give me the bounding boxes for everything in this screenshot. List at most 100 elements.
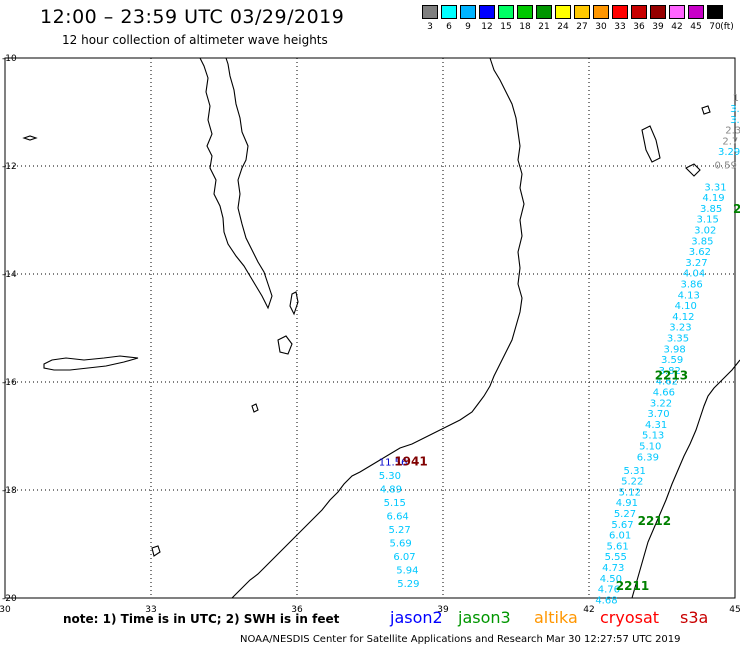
wave-height-value: 6.39 — [637, 452, 659, 463]
longitude-tick-label: 33 — [145, 605, 156, 615]
madagascar-coastline — [631, 359, 740, 599]
wave-height-value: 11.56 — [379, 458, 408, 469]
wave-height-value: 5.12 — [619, 487, 641, 498]
legend-label: 9 — [465, 22, 471, 32]
wave-height-value: 5.31 — [624, 466, 646, 477]
wave-height-value: 5.15 — [384, 498, 406, 509]
wave-height-value: 6.01 — [609, 531, 631, 542]
legend-swatch — [460, 5, 476, 19]
wave-height-value: 3. — [730, 115, 740, 126]
legend-swatch — [441, 5, 457, 19]
legend-label: 45 — [690, 22, 702, 32]
wave-height-value: 3.59 — [661, 355, 683, 366]
wave-height-value: 3.02 — [694, 226, 716, 237]
wave-height-value: 5.94 — [396, 566, 418, 577]
note-text: note: 1) Time is in UTC; 2) SWH is in fe… — [63, 612, 340, 626]
wave-height-value: 3.98 — [663, 344, 685, 355]
small-lake-5 — [22, 135, 38, 141]
wave-height-value: 4.13 — [678, 290, 700, 301]
wave-height-value: 3.85 — [691, 236, 713, 247]
legend-label: 6 — [446, 22, 452, 32]
wave-height-value: 5.29 — [397, 579, 419, 590]
wave-height-value: 5.10 — [639, 442, 661, 453]
pass-time-label: 2211 — [616, 579, 649, 593]
pass-time-label: 2213 — [655, 368, 688, 382]
page-subtitle: 12 hour collection of altimeter wave hei… — [62, 33, 328, 47]
wave-height-value: 4.76 — [598, 585, 620, 596]
longitude-tick-label: 45 — [729, 605, 740, 615]
legend-swatch — [707, 5, 723, 19]
comoros-island — [641, 125, 661, 163]
latitude-tick-label: -10 — [2, 54, 17, 64]
wave-height-value: 3.82 — [659, 366, 681, 377]
wave-height-value: 5.67 — [611, 520, 633, 531]
wave-values: 11.56 5.30 4.89 5.15 6.64 5.27 5.69 6.07 5.94 5.2… — [379, 93, 740, 606]
pass-time-label: 2212 — [638, 514, 671, 528]
wave-height-value: 3.15 — [697, 215, 719, 226]
footer-credit: NOAA/NESDIS Center for Satellite Applica… — [240, 634, 681, 645]
wave-height-value: 4.12 — [672, 312, 694, 323]
wave-height-value: 3.31 — [704, 182, 726, 193]
legend-label: 3 — [427, 22, 433, 32]
wave-height-value: 3.86 — [680, 280, 702, 291]
wave-height-value: 1 — [733, 93, 739, 104]
satellite-key-cryosat: cryosat — [600, 608, 660, 627]
longitude-tick-label: 39 — [437, 605, 449, 615]
legend-label: 42 — [671, 22, 683, 32]
wave-height-value: 3.70 — [647, 409, 669, 420]
wave-height-value: 2.3 — [725, 126, 740, 137]
legend-swatch — [631, 5, 647, 19]
map-frame — [4, 57, 736, 599]
wave-height-value: 4.04 — [683, 269, 705, 280]
small-lake-2 — [289, 291, 299, 316]
edge-pass-label: 2 — [733, 202, 740, 216]
wave-height-value: 3.22 — [650, 398, 672, 409]
lake-shoreline-west — [43, 355, 139, 371]
map-grid — [5, 58, 735, 598]
latitude-tick-label: -14 — [2, 270, 17, 280]
latitude-tick-label: -16 — [2, 378, 17, 388]
latitude-tick-label: -12 — [2, 162, 17, 172]
wave-height-value: 4.19 — [702, 193, 724, 204]
wave-height-value: 3.35 — [667, 334, 689, 345]
legend-label: 27 — [576, 22, 588, 32]
longitude-tick-label: 42 — [583, 605, 594, 615]
latitude-tick-label: -18 — [2, 486, 17, 496]
mozambique-coastline — [231, 57, 525, 599]
latitude-tick-label: -20 — [2, 594, 17, 604]
longitude-tick-label: 30 — [0, 605, 11, 615]
wave-height-value: 4.10 — [675, 301, 697, 312]
wave-height-value: 5.55 — [605, 552, 627, 563]
longitude-tick-label: 36 — [291, 605, 303, 615]
page-title: 12:00 – 23:59 UTC 03/29/2019 — [40, 6, 345, 28]
legend-label: 12 — [481, 22, 493, 32]
small-lake-4 — [151, 545, 161, 557]
satellite-key-altika: altika — [534, 608, 578, 627]
legend-label: 30 — [595, 22, 607, 32]
legend-label: 15 — [500, 22, 512, 32]
legend-label: 24 — [557, 22, 569, 32]
wave-height-value: 4.73 — [602, 563, 624, 574]
legend-label: 70 — [709, 22, 721, 32]
wave-height-value: 6.64 — [387, 512, 409, 523]
pass-time-label: 1941 — [394, 455, 427, 469]
wave-height-value: 3. — [730, 104, 740, 115]
wave-height-value: 5.13 — [642, 431, 664, 442]
wave-height-value: 5.27 — [614, 509, 636, 520]
legend-swatch — [422, 5, 438, 19]
axis-labels: 30 33 36 39 42 45 -10 -12 -14 -16 -18 -20 — [0, 54, 740, 615]
legend-label: 36 — [633, 22, 645, 32]
legend-label: 39 — [652, 22, 664, 32]
legend-label: 33 — [614, 22, 626, 32]
wave-height-value: 6.07 — [393, 552, 415, 563]
comoros-island-3 — [701, 105, 711, 115]
legend-unit-label: (ft) — [720, 22, 734, 32]
wave-height-value: 5.30 — [379, 471, 401, 482]
wave-height-value: 4.62 — [656, 377, 678, 388]
wave-height-value: 3.85 — [700, 204, 722, 215]
wave-height-value: 4.31 — [645, 420, 667, 431]
legend-swatch — [669, 5, 685, 19]
satellite-key-jason3: jason3 — [458, 608, 511, 627]
wave-height-value: 4.66 — [653, 388, 675, 399]
